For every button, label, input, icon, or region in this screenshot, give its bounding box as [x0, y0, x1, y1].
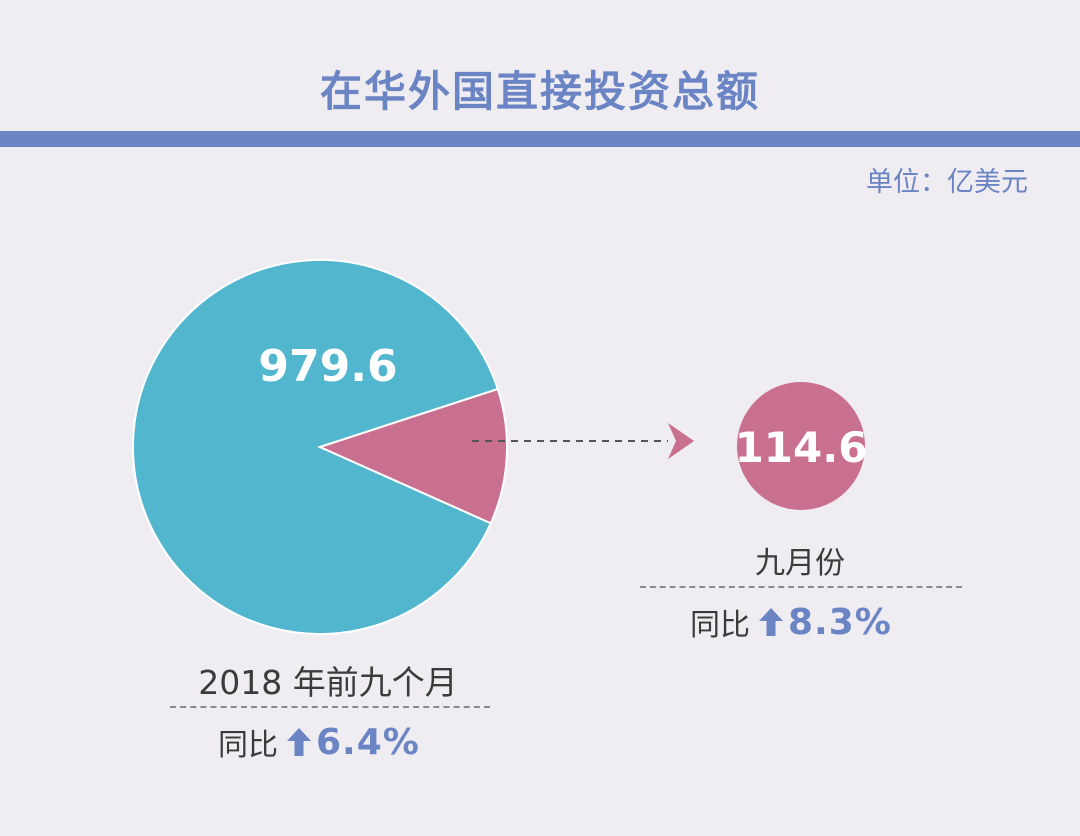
- unit-label: 单位：亿美元: [866, 167, 1028, 198]
- up-arrow-icon: [287, 728, 311, 756]
- total-caption: 2018 年前九个月: [198, 663, 458, 702]
- slice-yoy: 同比 8.3%: [690, 600, 892, 644]
- total-caption-divider: [170, 706, 490, 708]
- total-yoy-label: 同比: [218, 728, 278, 763]
- connector-arrow-icon: [472, 423, 694, 459]
- title-divider: [0, 131, 1080, 147]
- total-yoy-value: 6.4%: [316, 721, 420, 763]
- up-arrow-icon: [759, 608, 783, 636]
- slice-caption: 九月份: [755, 546, 845, 581]
- slice-caption-divider: [640, 586, 962, 588]
- slice-yoy-label: 同比: [690, 608, 750, 643]
- pie-slice-september: [317, 387, 508, 525]
- total-value-label: 979.6: [258, 341, 397, 392]
- connector-arrow-head-icon: [668, 423, 694, 459]
- total-yoy: 同比 6.4%: [218, 720, 420, 764]
- slice-value-bubble: [737, 382, 865, 510]
- slice-value-label: 114.6: [735, 423, 868, 472]
- pie-slice-total-remainder: [132, 259, 500, 635]
- slice-yoy-value: 8.3%: [788, 601, 892, 643]
- page-title: 在华外国直接投资总额: [319, 67, 760, 116]
